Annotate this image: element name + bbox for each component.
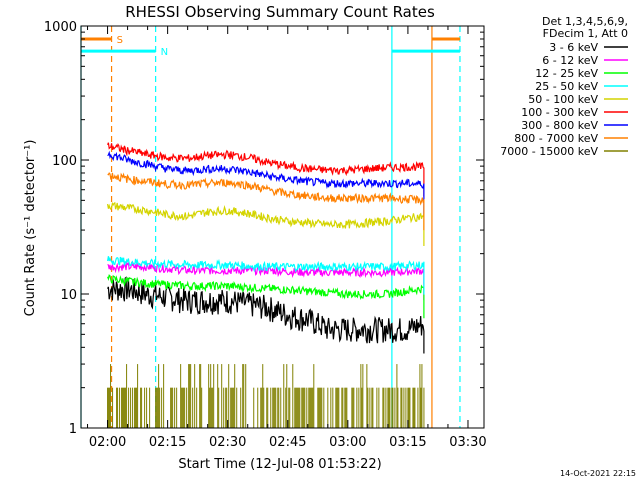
legend-label: 25 - 50 keV (535, 80, 598, 93)
y-tick-label: 1 (69, 422, 77, 437)
legend-label: 7000 - 15000 keV (500, 145, 598, 158)
series-line (107, 261, 425, 301)
axes: 1 10 100 1000 02:00 02:15 02:30 02:45 03:00 03:15… (44, 20, 487, 450)
timestamp: 14-Oct-2021 22:15 (560, 469, 636, 478)
plot-frame (80, 25, 485, 429)
series-1 (107, 261, 425, 301)
legend: Det 1,3,4,5,6,9,FDecim 1, Att 03 - 6 keV… (500, 15, 628, 158)
series-line (107, 201, 425, 246)
series-line (107, 276, 425, 354)
y-axis-label: Count Rate (s⁻¹ detector⁻¹) (23, 140, 38, 317)
status-label-0: S (117, 35, 123, 46)
plot-area: SN (80, 26, 461, 428)
legend-label: 50 - 100 keV (528, 93, 598, 106)
legend-label: 6 - 12 keV (542, 54, 598, 67)
series-line (107, 142, 425, 197)
y-tick-label: 100 (52, 154, 77, 169)
x-axis-label: Start Time (12-Jul-08 01:53:22) (178, 457, 381, 472)
legend-header-line: FDecim 1, Att 0 (543, 27, 628, 40)
x-tick-label: 03:30 (449, 435, 486, 450)
status-label-2: N (161, 47, 168, 58)
series-5 (107, 142, 425, 197)
series-2 (107, 274, 425, 319)
series-7 (107, 172, 425, 231)
legend-label: 12 - 25 keV (535, 67, 598, 80)
series-line (107, 172, 425, 231)
x-tick-label: 02:30 (209, 435, 246, 450)
x-tick-label: 02:00 (89, 435, 126, 450)
y-tick-label: 1000 (44, 20, 77, 35)
chart-title: RHESSI Observing Summary Count Rates (125, 3, 435, 21)
legend-label: 100 - 300 keV (521, 106, 598, 119)
y-tick-label: 10 (60, 288, 77, 303)
legend-header-line: Det 1,3,4,5,6,9, (542, 15, 628, 28)
x-tick-label: 03:15 (389, 435, 426, 450)
legend-label: 3 - 6 keV (549, 41, 598, 54)
x-tick-label: 02:45 (269, 435, 306, 450)
series-8 (107, 364, 425, 428)
series-0 (107, 276, 425, 354)
series-line (107, 256, 425, 295)
series-3 (107, 256, 425, 295)
series-line (107, 150, 425, 214)
x-tick-label: 02:15 (149, 435, 186, 450)
x-tick-label: 03:00 (329, 435, 366, 450)
series-4 (107, 201, 425, 246)
series-line (107, 274, 425, 319)
series-6 (107, 150, 425, 214)
legend-label: 800 - 7000 keV (514, 132, 598, 145)
legend-label: 300 - 800 keV (521, 119, 598, 132)
